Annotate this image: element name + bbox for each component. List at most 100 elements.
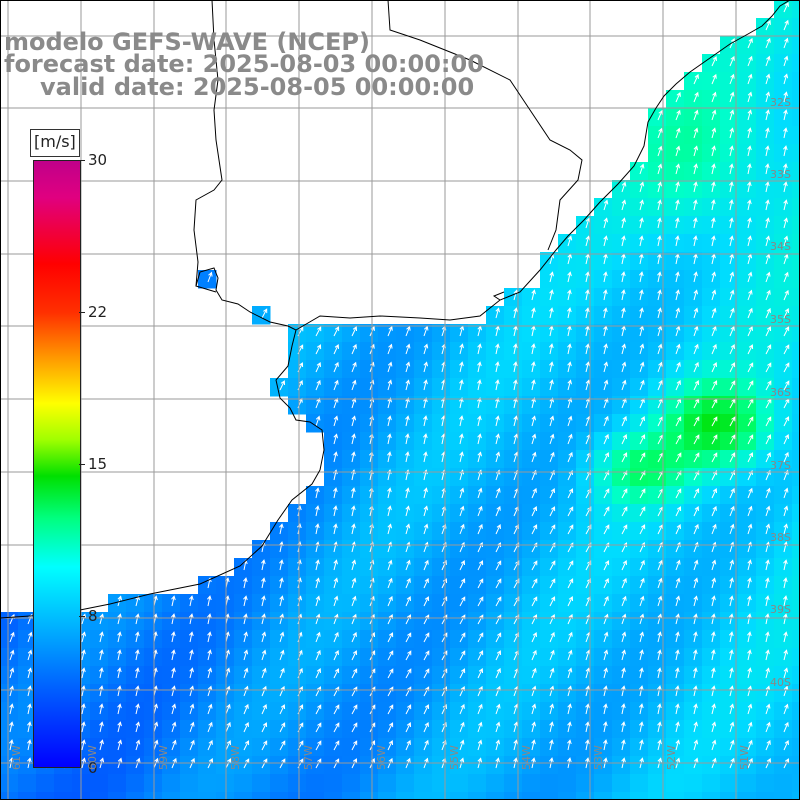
wind-arrow	[693, 181, 698, 193]
wind-cell	[756, 648, 775, 667]
wind-cell	[324, 540, 343, 559]
wind-arrow	[387, 361, 393, 373]
wind-arrow	[729, 181, 734, 193]
wind-arrow	[333, 433, 339, 445]
wind-cell	[288, 324, 307, 343]
wind-cell	[612, 270, 631, 289]
wind-cell	[684, 576, 703, 595]
wind-cell	[774, 144, 793, 163]
wind-arrow	[333, 722, 340, 733]
wind-arrow	[711, 325, 717, 337]
wind-cell	[576, 774, 595, 793]
wind-cell	[648, 702, 667, 721]
wind-arrow	[657, 739, 662, 751]
wind-cell	[540, 684, 559, 703]
wind-cell	[684, 630, 703, 649]
wind-cell	[108, 720, 127, 739]
wind-arrow	[765, 685, 771, 697]
wind-arrow	[729, 362, 736, 373]
wind-cell	[108, 666, 127, 685]
wind-arrow	[747, 362, 754, 373]
wind-cell	[612, 540, 631, 559]
wind-arrow	[261, 649, 267, 661]
wind-cell	[126, 684, 145, 703]
wind-cell	[360, 792, 379, 800]
wind-arrow	[279, 649, 285, 661]
wind-cell	[342, 468, 361, 487]
wind-cell	[630, 180, 649, 199]
wind-arrow	[495, 433, 500, 445]
wind-cell	[648, 162, 667, 181]
wind-cell	[216, 666, 235, 685]
wind-cell	[414, 702, 433, 721]
wind-cell	[594, 288, 613, 307]
wind-cell	[738, 324, 757, 343]
wind-cell	[468, 324, 487, 343]
wind-arrow	[567, 739, 572, 751]
wind-cell	[270, 594, 289, 613]
wind-cell	[756, 486, 775, 505]
wind-arrow	[549, 488, 556, 499]
wind-arrow	[135, 721, 141, 733]
wind-cell	[612, 504, 631, 523]
wind-cell	[576, 486, 595, 505]
wind-arrow	[621, 739, 626, 751]
wind-cell	[702, 108, 721, 127]
wind-cell	[774, 792, 793, 800]
wind-cell	[576, 684, 595, 703]
wind-cell	[576, 558, 595, 577]
wind-arrow	[711, 91, 717, 103]
wind-cell	[486, 306, 505, 325]
wind-cell	[288, 612, 307, 631]
wind-arrow	[693, 470, 700, 481]
wind-arrow	[765, 523, 771, 535]
wind-arrow	[729, 271, 735, 283]
wind-cell	[306, 648, 325, 667]
wind-arrow	[765, 434, 772, 445]
wind-arrow	[99, 703, 104, 715]
wind-arrow	[639, 307, 644, 319]
wind-arrow	[783, 649, 788, 661]
wind-cell	[630, 522, 649, 541]
wind-cell	[630, 594, 649, 613]
wind-cell	[756, 198, 775, 217]
wind-cell	[702, 576, 721, 595]
wind-cell	[630, 432, 649, 451]
wind-arrow	[189, 595, 194, 607]
wind-arrow	[675, 127, 681, 139]
wind-cell	[522, 774, 541, 793]
wind-cell	[504, 306, 523, 325]
wind-cell	[630, 216, 649, 235]
wind-arrow	[207, 271, 213, 283]
wind-arrow	[405, 632, 412, 643]
forecast-date: forecast date: 2025-08-03 00:00:00	[4, 50, 484, 78]
wind-arrow	[675, 343, 681, 355]
colorbar-tick-30: 30	[88, 151, 108, 169]
wind-cell	[738, 522, 757, 541]
wind-arrow	[603, 595, 609, 607]
wind-cell	[468, 612, 487, 631]
wind-cell	[468, 432, 487, 451]
wind-arrow	[765, 217, 770, 229]
lat-label: 38S	[770, 531, 791, 544]
wind-cell	[648, 504, 667, 523]
wind-arrow	[621, 379, 627, 391]
lon-label: 53W	[592, 745, 605, 770]
wind-cell	[648, 450, 667, 469]
wind-arrow	[279, 758, 286, 769]
wind-arrow	[675, 721, 680, 733]
wind-cell	[432, 522, 451, 541]
wind-arrow	[315, 613, 321, 625]
wind-cell	[306, 792, 325, 800]
wind-cell	[792, 396, 800, 415]
wind-cell	[378, 576, 397, 595]
wind-cell	[306, 540, 325, 559]
wind-arrow	[621, 685, 626, 697]
wind-arrow	[765, 344, 772, 355]
wind-cell	[738, 684, 757, 703]
wind-arrow	[243, 577, 248, 589]
wind-cell	[198, 612, 217, 631]
wind-cell	[648, 648, 667, 667]
wind-cell	[630, 162, 649, 181]
wind-arrow	[675, 488, 682, 499]
